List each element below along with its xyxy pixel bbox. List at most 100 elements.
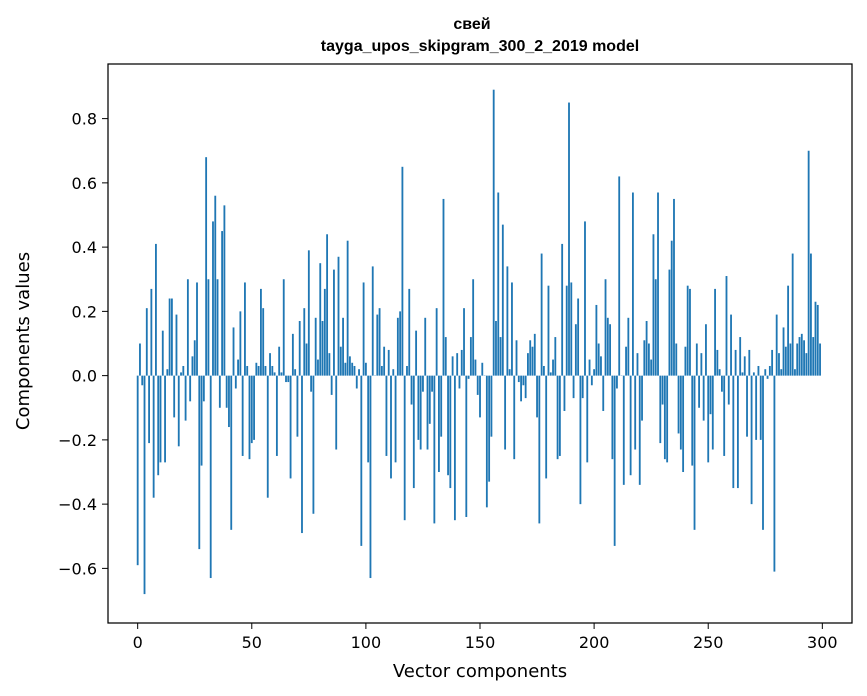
- bar-207: [609, 324, 611, 376]
- bar-46: [241, 375, 244, 456]
- bar-68: [291, 333, 294, 376]
- bar-170: [524, 375, 527, 399]
- bar-16: [173, 375, 176, 418]
- bar-181: [549, 372, 552, 376]
- bar-180: [547, 285, 550, 376]
- bar-194: [579, 375, 582, 505]
- bar-140: [456, 353, 459, 376]
- bar-5: [148, 375, 150, 444]
- bar-217: [632, 192, 634, 376]
- bar-138: [451, 356, 454, 376]
- bar-293: [805, 353, 808, 376]
- bar-92: [346, 240, 349, 376]
- bar-45: [239, 311, 242, 376]
- bar-268: [748, 349, 751, 376]
- bar-227: [654, 279, 657, 376]
- bar-168: [520, 375, 522, 402]
- bar-48: [246, 365, 249, 376]
- bar-130: [433, 375, 436, 524]
- bar-49: [248, 375, 251, 460]
- bar-164: [511, 282, 513, 376]
- bar-59: [271, 365, 274, 376]
- bar-4: [145, 308, 148, 376]
- bar-112: [392, 369, 395, 376]
- bar-250: [707, 375, 710, 463]
- bar-265: [741, 372, 744, 376]
- bar-series: [136, 89, 821, 595]
- bar-242: [689, 288, 691, 376]
- bar-223: [645, 321, 648, 376]
- bar-25: [193, 340, 196, 376]
- bar-146: [469, 337, 472, 376]
- bar-1: [139, 343, 141, 376]
- bar-290: [798, 337, 801, 376]
- bar-169: [522, 375, 525, 386]
- bar-69: [294, 369, 297, 376]
- bar-187: [563, 375, 566, 411]
- bar-150: [479, 375, 481, 418]
- bar-221: [641, 375, 643, 421]
- bar-186: [561, 243, 564, 376]
- bar-253: [714, 288, 716, 376]
- bar-72: [301, 375, 303, 534]
- x-tick-label: 200: [579, 633, 610, 652]
- bar-284: [784, 346, 787, 376]
- bar-183: [554, 337, 557, 376]
- x-tick-label: 150: [465, 633, 496, 652]
- bar-270: [752, 372, 755, 376]
- bar-8: [155, 243, 157, 376]
- bar-222: [643, 340, 646, 376]
- bar-197: [586, 375, 589, 463]
- bar-115: [399, 311, 402, 376]
- bar-99: [362, 282, 365, 376]
- bar-101: [367, 375, 370, 463]
- bar-279: [773, 375, 776, 572]
- bar-167: [517, 375, 520, 383]
- bar-111: [390, 375, 392, 479]
- bar-163: [508, 369, 511, 376]
- x-tick-label: 300: [807, 633, 838, 652]
- chart-subtitle: tayga_upos_skipgram_300_2_2019 model: [321, 38, 639, 55]
- bar-30: [205, 157, 208, 376]
- bar-154: [488, 375, 491, 482]
- bar-38: [223, 205, 226, 376]
- bar-74: [305, 343, 308, 376]
- bar-196: [584, 221, 586, 376]
- bar-225: [650, 359, 653, 376]
- bar-218: [634, 375, 637, 450]
- bar-158: [497, 192, 500, 376]
- bar-230: [661, 375, 664, 405]
- bar-234: [670, 240, 673, 376]
- bar-182: [552, 359, 554, 376]
- bar-173: [531, 346, 534, 376]
- bar-7: [152, 375, 155, 498]
- bar-109: [385, 375, 388, 456]
- bar-155: [490, 375, 493, 437]
- bar-32: [209, 375, 212, 579]
- bar-141: [458, 375, 461, 389]
- bar-47: [244, 282, 246, 376]
- bar-174: [533, 333, 536, 376]
- y-tick-label: −0.4: [58, 495, 97, 514]
- bar-244: [693, 375, 696, 530]
- bar-214: [625, 346, 627, 376]
- bar-184: [556, 375, 559, 460]
- bar-192: [574, 324, 577, 376]
- bar-64: [282, 279, 285, 376]
- bar-205: [604, 279, 607, 376]
- bar-177: [540, 253, 543, 376]
- bar-119: [408, 288, 411, 376]
- bar-27: [198, 375, 201, 550]
- y-axis-label: Components values: [13, 252, 34, 430]
- bar-233: [668, 269, 671, 376]
- bar-258: [725, 276, 728, 376]
- bar-139: [453, 375, 456, 521]
- bar-271: [755, 375, 758, 440]
- bar-120: [410, 375, 413, 405]
- bar-100: [364, 362, 367, 376]
- bar-52: [255, 362, 258, 376]
- bar-208: [611, 375, 614, 460]
- x-tick-label: 100: [351, 633, 382, 652]
- bar-42: [232, 327, 235, 376]
- bar-131: [435, 308, 438, 376]
